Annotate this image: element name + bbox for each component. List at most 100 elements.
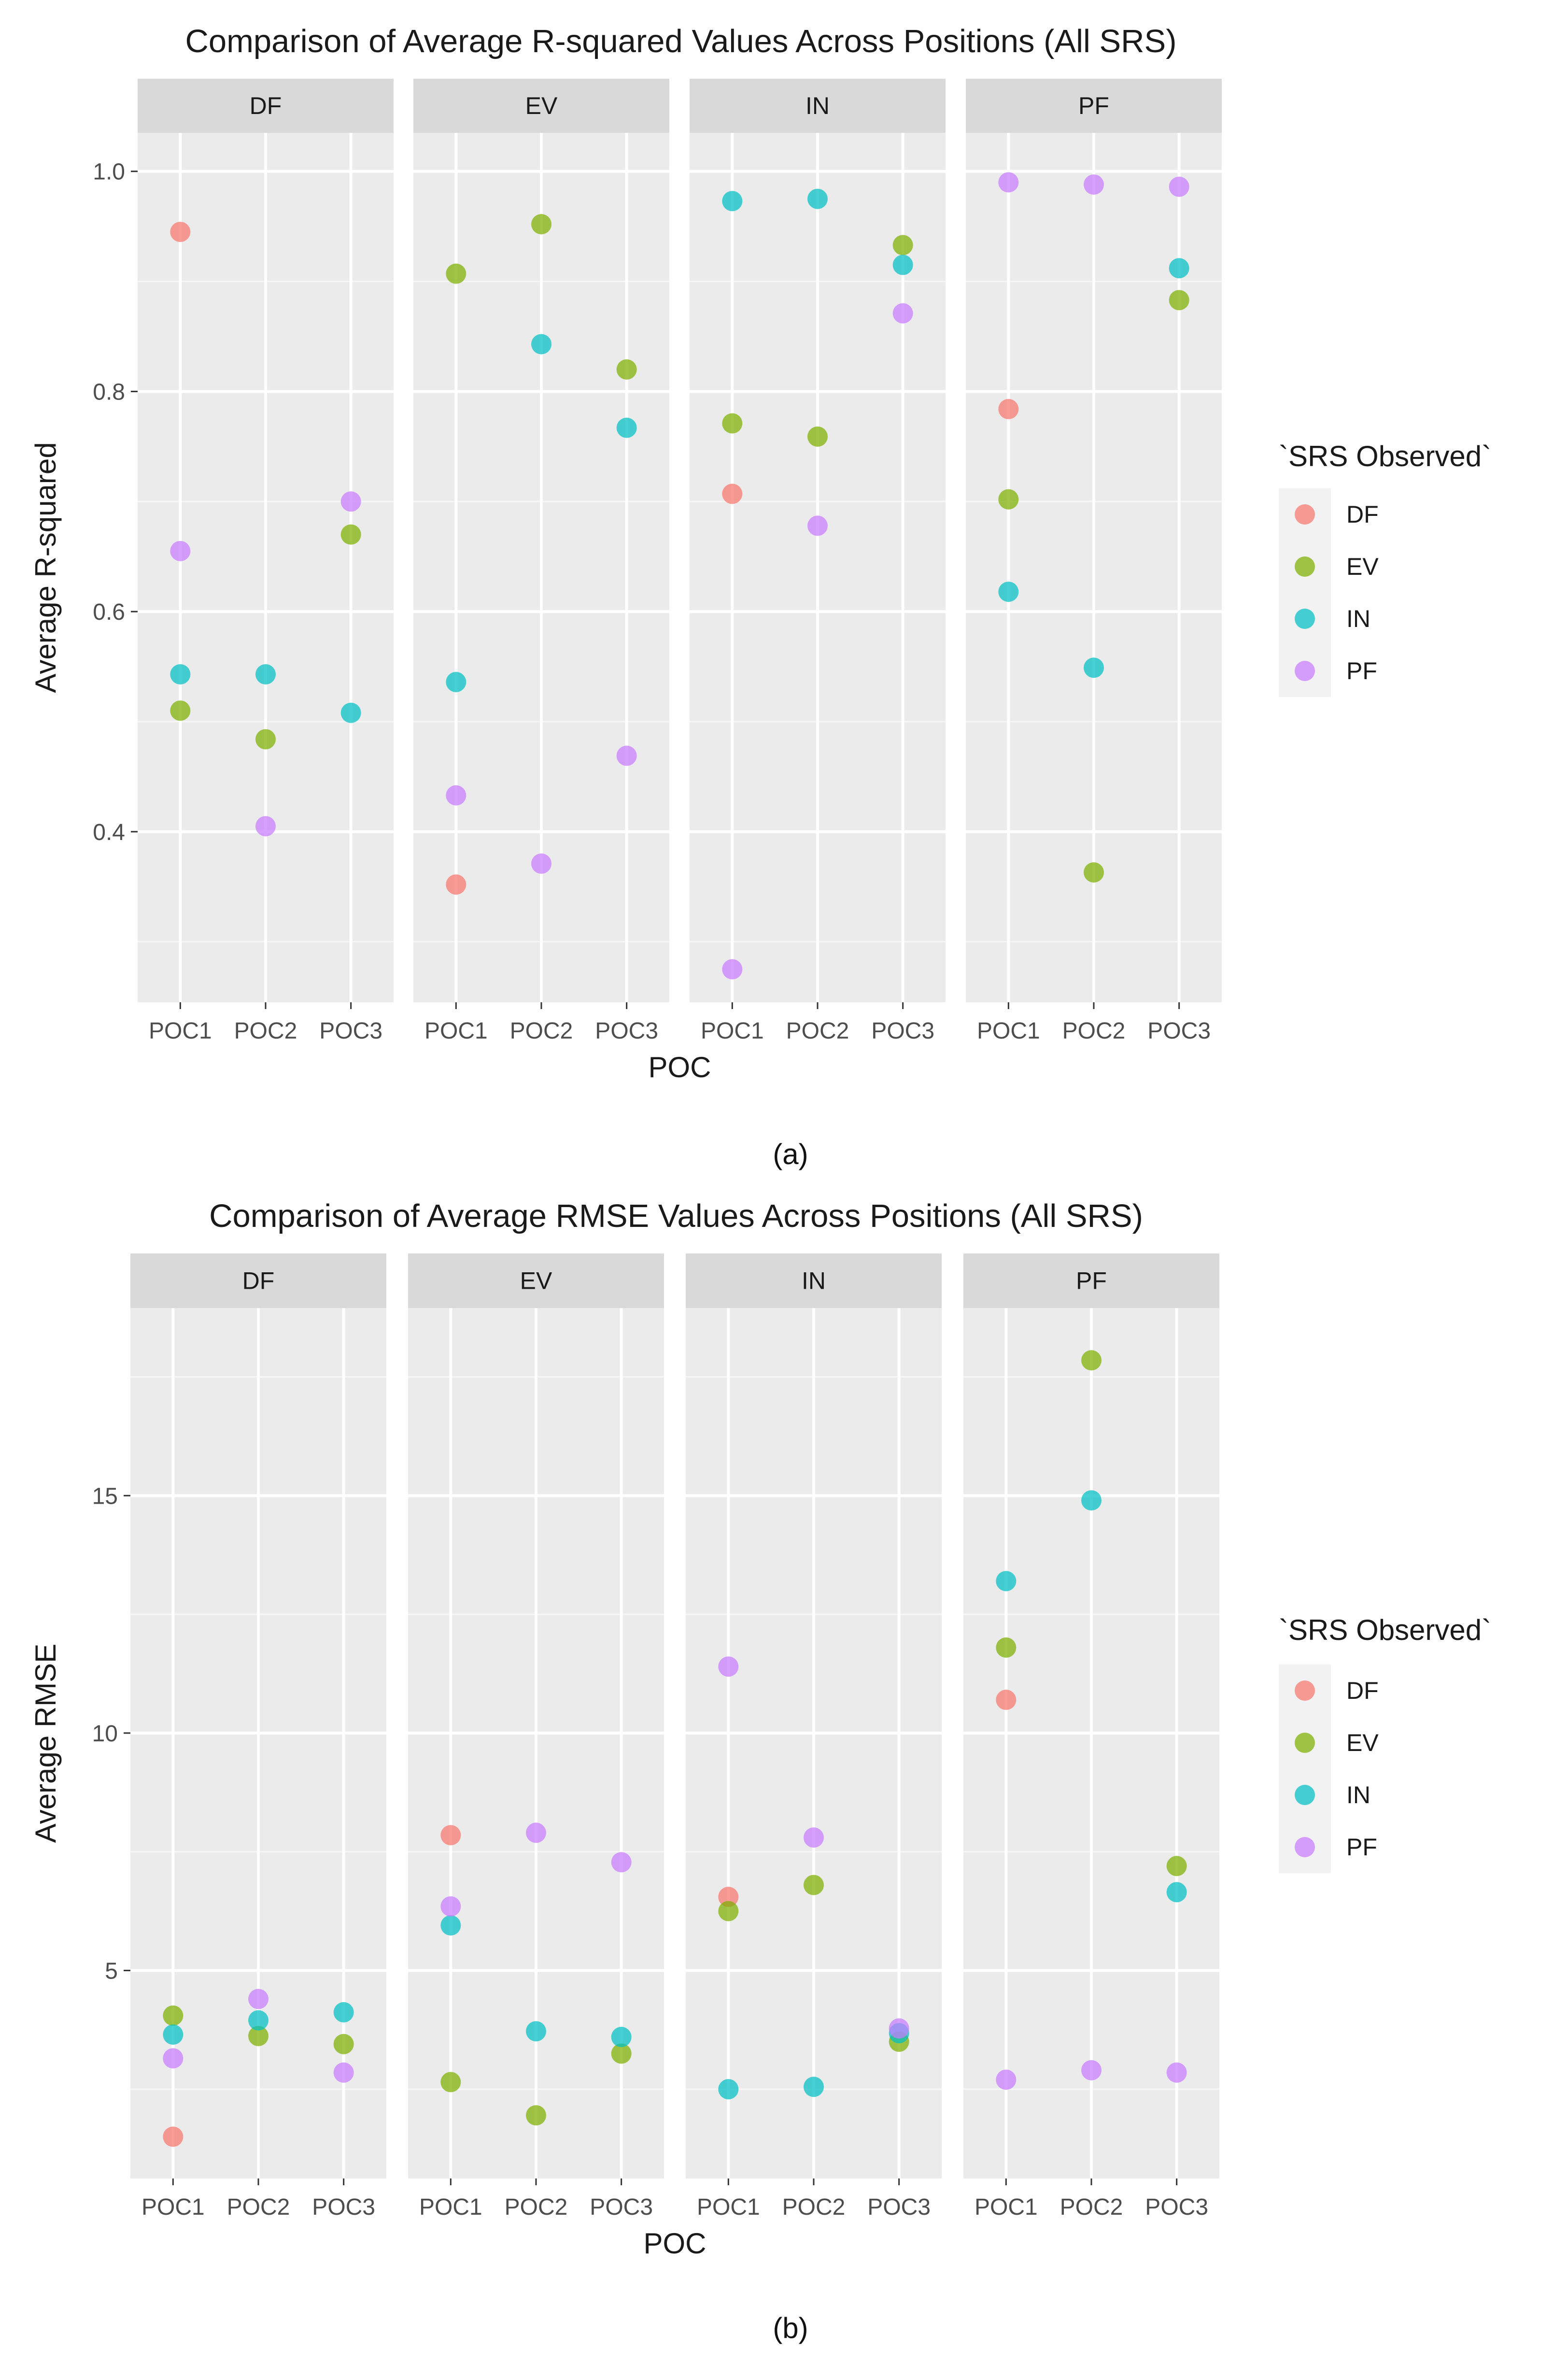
facet-strip-label: IN [802, 1267, 826, 1295]
legend-key-ev [1295, 556, 1315, 577]
data-point-pf [807, 515, 828, 536]
data-point-df [718, 1887, 739, 1907]
data-point-ev [333, 2034, 354, 2054]
facet-strip-label: PF [1076, 1267, 1107, 1295]
data-point-df [996, 1690, 1017, 1710]
data-point-ev [1084, 862, 1104, 883]
facet-strip [130, 1253, 386, 1308]
data-point-pf [718, 1656, 739, 1677]
data-point-pf [996, 2069, 1017, 2090]
facet-strip [966, 79, 1222, 133]
data-point-in [248, 2010, 268, 2031]
data-point-ev [718, 1901, 739, 1922]
legend: `SRS Observed` DF EV IN PF [1279, 1614, 1491, 1873]
facet-strip [138, 79, 394, 133]
legend: `SRS Observed` DF EV IN PF [1279, 440, 1491, 697]
x-tick-label: POC3 [1147, 1018, 1211, 1044]
data-point-pf [892, 303, 913, 324]
data-point-ev [446, 263, 466, 284]
data-point-ev [255, 729, 276, 750]
legend-key-ev [1295, 1733, 1315, 1753]
legend-label: DF [1346, 501, 1379, 528]
y-axis-title: Average R-squared [29, 442, 62, 693]
data-point-pf [998, 172, 1019, 193]
legend-key-df [1295, 1680, 1315, 1701]
data-point-ev [616, 359, 637, 380]
data-point-df [170, 222, 191, 242]
facet-strip-label: IN [805, 92, 830, 119]
x-tick-label: POC2 [505, 2194, 568, 2220]
x-tick-label: POC2 [1060, 2194, 1123, 2220]
legend-label: PF [1346, 657, 1377, 684]
facet-strip [690, 79, 946, 133]
data-points [170, 172, 1189, 980]
data-point-in [340, 702, 361, 723]
y-tick-label: 0.8 [93, 379, 125, 405]
x-tick-label: POC1 [149, 1018, 212, 1044]
legend-key-pf [1295, 1837, 1315, 1857]
facet-strip [408, 1253, 664, 1308]
data-point-ev [892, 235, 913, 256]
data-point-in [531, 334, 551, 355]
x-tick-label: POC3 [595, 1018, 658, 1044]
data-point-ev [248, 2026, 268, 2047]
x-axis-title: POC [643, 2227, 706, 2260]
data-point-in [998, 582, 1019, 602]
facet-strip [413, 79, 669, 133]
x-tick-label: POC2 [227, 2194, 290, 2220]
data-point-in [807, 188, 828, 209]
data-point-df [998, 399, 1019, 419]
data-point-pf [163, 2048, 184, 2069]
y-tick-label: 0.4 [93, 820, 125, 845]
data-point-in [892, 255, 913, 275]
data-point-in [170, 664, 191, 685]
legend-label: PF [1346, 1834, 1377, 1861]
legend-key-pf [1295, 661, 1315, 681]
x-tick-label: POC3 [319, 1018, 382, 1044]
x-tick-label: POC3 [590, 2194, 653, 2220]
data-point-pf [1081, 2060, 1102, 2080]
facet-strip-label: EV [525, 92, 558, 119]
facet-panel-pf: PF POC1 POC2 POC3 [966, 79, 1222, 1044]
data-point-ev [998, 489, 1019, 510]
data-point-ev [531, 214, 551, 235]
data-points [163, 1350, 1187, 2147]
data-point-in [526, 2021, 546, 2042]
data-point-pf [170, 541, 191, 561]
data-point-in [333, 2002, 354, 2022]
x-tick-label: POC2 [782, 2194, 846, 2220]
data-point-in [804, 2077, 824, 2097]
x-tick-label: POC1 [975, 2194, 1038, 2220]
y-tick-label: 15 [92, 1483, 118, 1509]
caption-b: (b) [773, 2312, 808, 2344]
data-point-in [718, 2079, 739, 2100]
legend-label: EV [1346, 1729, 1379, 1756]
x-tick-label: POC2 [510, 1018, 573, 1044]
data-point-ev [807, 426, 828, 447]
facet-strip-label: DF [242, 1267, 275, 1295]
data-point-pf [722, 959, 743, 980]
x-tick-label: POC2 [234, 1018, 297, 1044]
facet-panel-pf: PF POC1 POC2 POC3 [963, 1253, 1219, 2220]
legend-title: `SRS Observed` [1279, 440, 1491, 472]
data-point-pf [440, 1896, 461, 1917]
data-point-in [440, 1915, 461, 1936]
chart-title: Comparison of Average RMSE Values Across… [209, 1198, 1143, 1234]
data-point-in [1166, 1882, 1187, 1903]
data-point-ev [1169, 290, 1189, 311]
data-point-pf [1084, 174, 1104, 195]
legend-label: IN [1346, 605, 1370, 632]
facet-panel-df: DF POC1 POC2 POC3 [138, 79, 394, 1044]
legend-label: IN [1346, 1781, 1370, 1808]
facet-panel-in: IN POC1 POC2 POC3 [686, 1253, 942, 2220]
data-point-pf [333, 2062, 354, 2083]
data-point-ev [526, 2105, 546, 2126]
data-point-ev [340, 524, 361, 545]
data-point-ev [996, 1637, 1017, 1658]
data-point-in [616, 417, 637, 438]
y-axis-title: Average RMSE [29, 1644, 62, 1843]
data-point-in [255, 664, 276, 685]
data-point-in [446, 671, 466, 692]
